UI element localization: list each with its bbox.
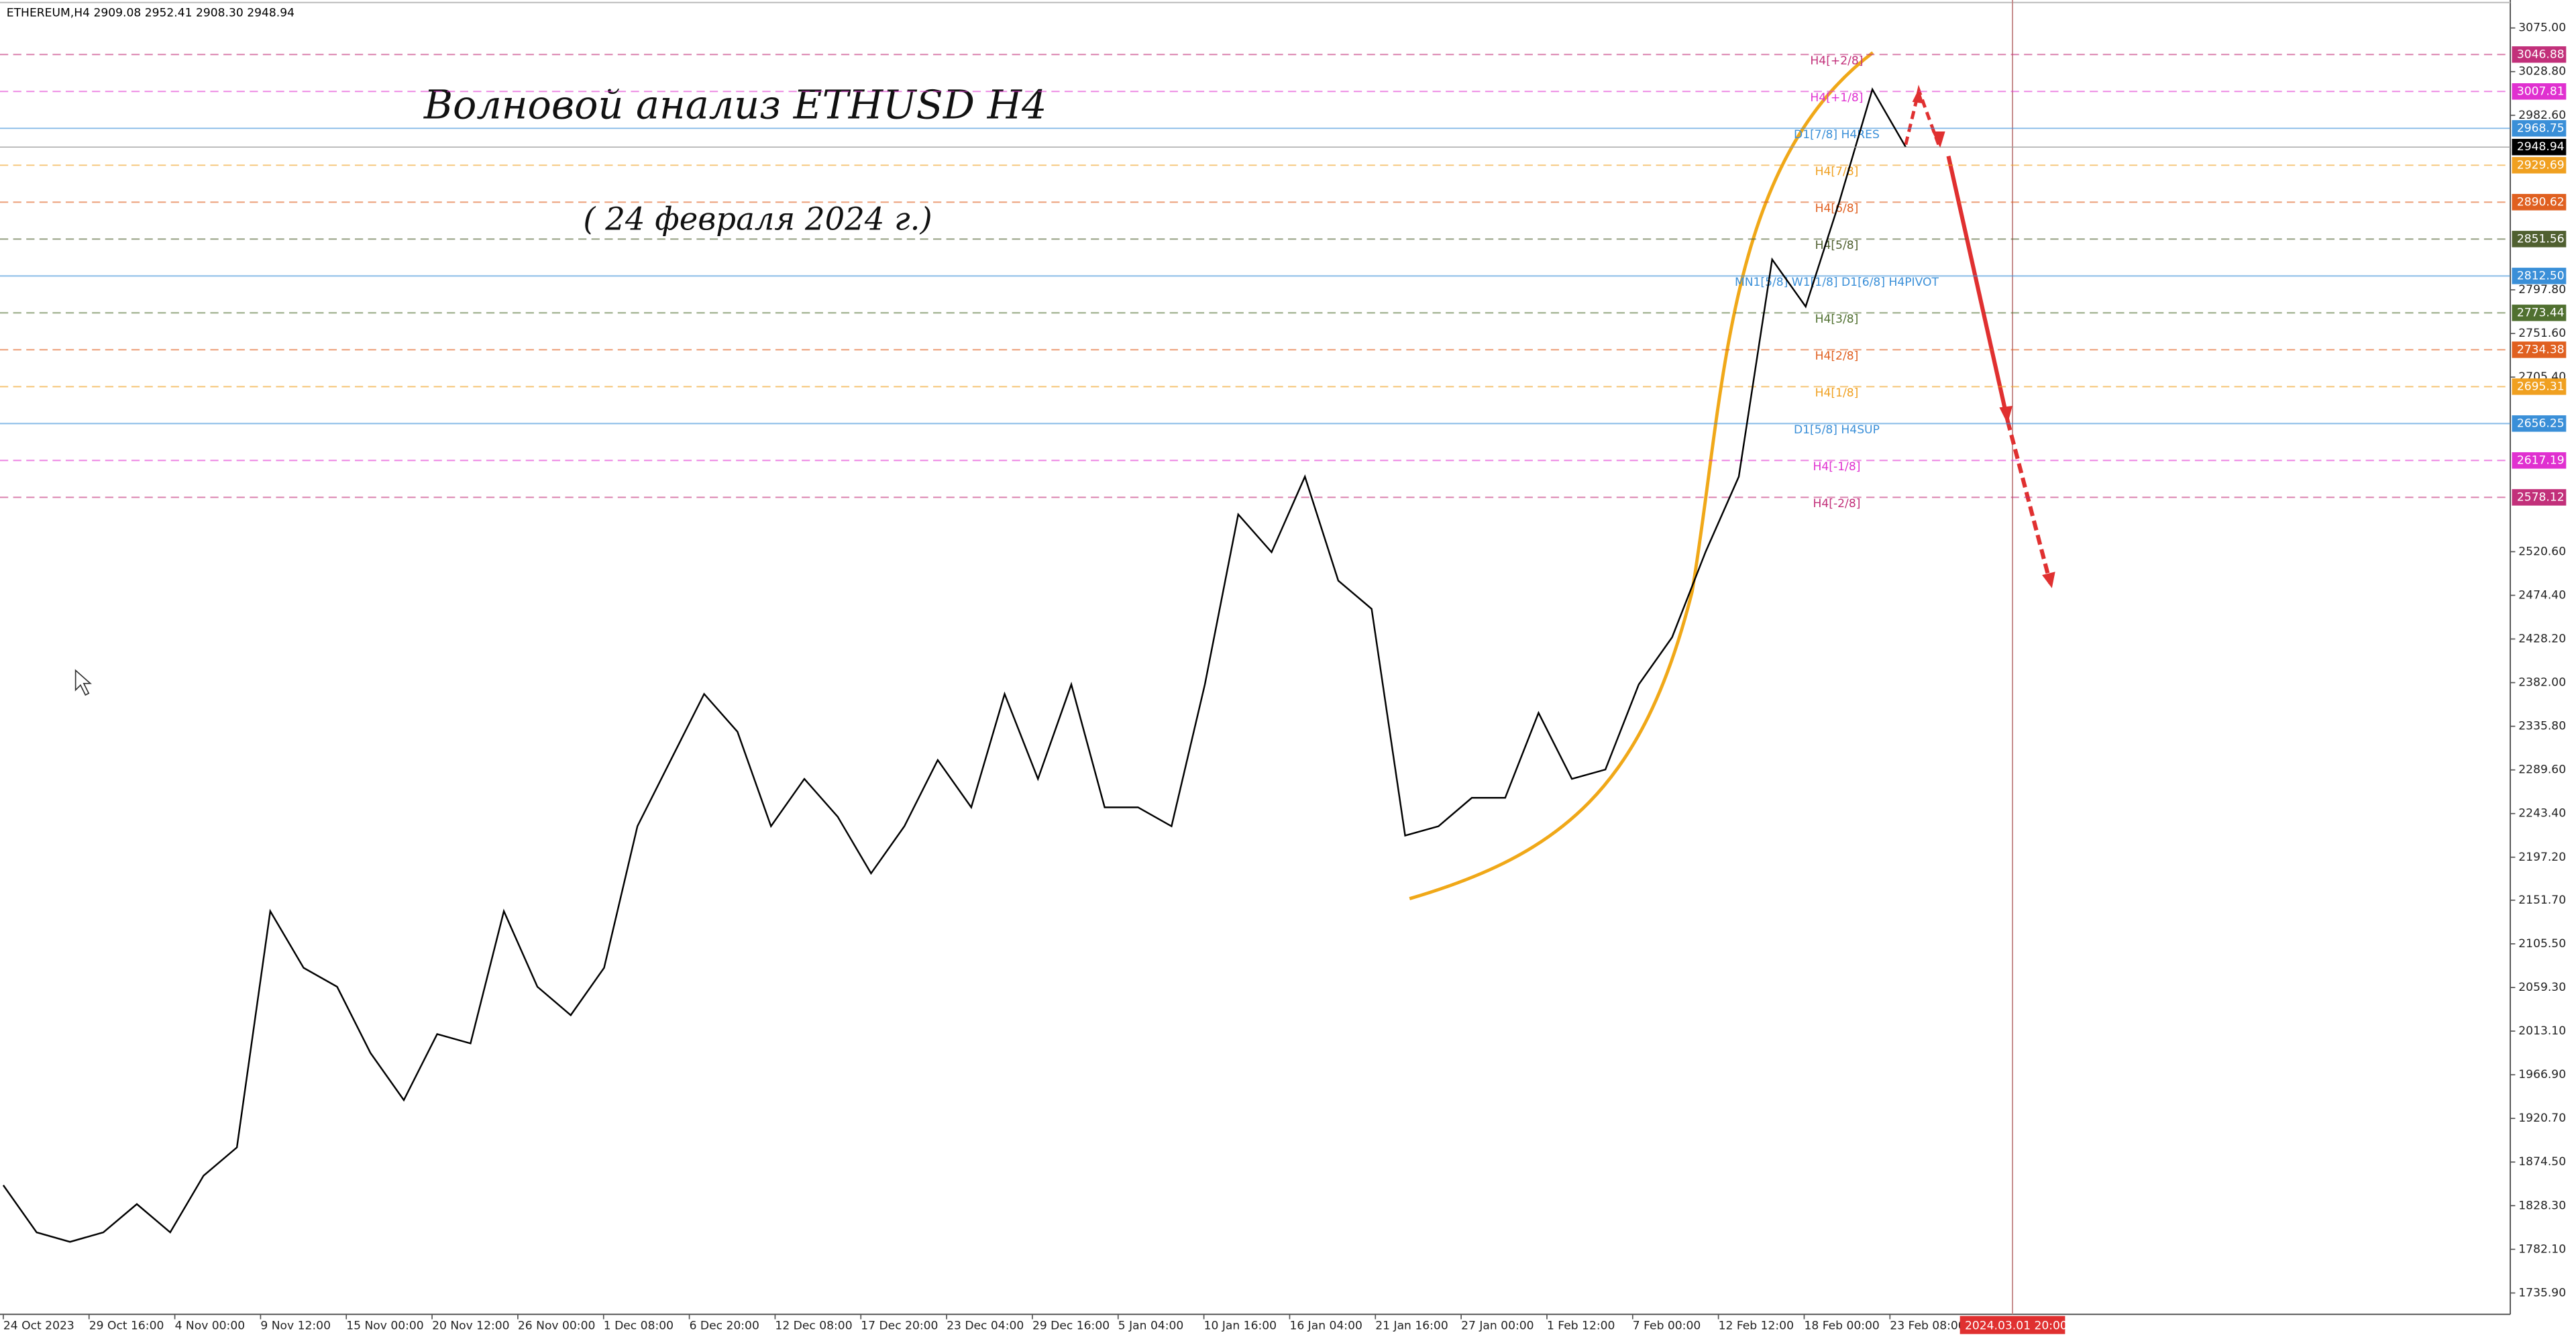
y-tick-label: 3028.80	[2518, 65, 2566, 78]
y-tick-label: 1874.50	[2518, 1155, 2566, 1169]
level-price: 2929.69	[2517, 158, 2565, 172]
level-price: 2968.75	[2517, 121, 2565, 135]
level-price-box	[2512, 452, 2567, 469]
level-price: 2656.25	[2517, 417, 2565, 430]
x-tick-label: 18 Feb 00:00	[1804, 1319, 1879, 1332]
level-price: 2773.44	[2517, 306, 2565, 319]
mouse-cursor	[74, 669, 92, 696]
x-tick-label: 29 Dec 16:00	[1032, 1319, 1110, 1332]
y-tick-label: 3075.00	[2518, 21, 2566, 35]
x-tick-label: 10 Jan 16:00	[1204, 1319, 1277, 1332]
y-tick-label: 2382.00	[2518, 676, 2566, 690]
level-name: D1[5/8] H4SUP	[1794, 423, 1880, 437]
x-tick-label: 1 Dec 08:00	[604, 1319, 674, 1332]
x-tick-label: 15 Nov 00:00	[346, 1319, 423, 1332]
price-line	[2, 87, 1907, 1243]
x-tick-label: 17 Dec 20:00	[861, 1319, 938, 1332]
level-name: H4[1/8]	[1815, 386, 1859, 400]
x-tick-label: 12 Feb 12:00	[1719, 1319, 1794, 1332]
y-tick-label: 1920.70	[2518, 1112, 2566, 1125]
level-price: 2617.19	[2517, 453, 2565, 467]
level-name: D1[7/8] H4RES	[1794, 128, 1880, 142]
level-name: H4[3/8]	[1815, 313, 1859, 326]
x-tick-label: 5 Jan 04:00	[1118, 1319, 1184, 1332]
level-price-box	[2512, 194, 2567, 211]
level-price: 3007.81	[2517, 85, 2565, 98]
level-price-box	[2512, 415, 2567, 432]
level-price-box	[2512, 305, 2567, 321]
x-tick-label: 24 Oct 2023	[3, 1319, 74, 1332]
chart-title: Волновой анализ ETHUSD H4	[423, 82, 1047, 128]
level-price: 2695.31	[2517, 380, 2565, 393]
y-tick-label: 2520.60	[2518, 545, 2566, 558]
cursor-time-box	[1960, 1316, 2065, 1334]
current-price: 2948.94	[2517, 140, 2565, 154]
y-tick-label: 2013.10	[2518, 1024, 2566, 1038]
x-tick-label: 27 Jan 00:00	[1461, 1319, 1534, 1332]
level-price: 2734.38	[2517, 343, 2565, 356]
current-price-box	[2512, 138, 2567, 156]
x-tick-label: 21 Jan 16:00	[1375, 1319, 1448, 1332]
level-name: MN1[5/8] W1[1/8] D1[6/8] H4PIVOT	[1735, 276, 1939, 289]
x-tick-label: 16 Jan 04:00	[1289, 1319, 1362, 1332]
y-tick-label: 1735.90	[2518, 1286, 2566, 1299]
y-tick-label: 2059.30	[2518, 981, 2566, 994]
y-tick-label: 2151.70	[2518, 894, 2566, 907]
level-price: 3046.88	[2517, 48, 2565, 61]
level-price-box	[2512, 268, 2567, 284]
level-name: H4[2/8]	[1815, 350, 1859, 363]
x-tick-label: 23 Dec 04:00	[947, 1319, 1024, 1332]
y-tick-label: 1782.10	[2518, 1242, 2566, 1256]
x-tick-label: 23 Feb 08:00	[1890, 1319, 1965, 1332]
x-tick-label: 26 Nov 00:00	[518, 1319, 595, 1332]
y-tick-label: 1966.90	[2518, 1068, 2566, 1081]
y-tick-label: 2797.80	[2518, 283, 2566, 297]
y-tick-label: 2335.80	[2518, 720, 2566, 733]
level-name: H4[5/8]	[1815, 239, 1859, 252]
wave-curve	[1409, 51, 1874, 900]
header: ETHEREUM,H4 2909.08 2952.41 2908.30 2948…	[7, 7, 294, 20]
level-name: H4[+1/8]	[1810, 91, 1863, 105]
x-tick-label: 29 Oct 16:00	[89, 1319, 164, 1332]
forecast-arrow	[1946, 156, 2010, 421]
y-tick-label: 2289.60	[2518, 763, 2566, 777]
level-price-box	[2512, 489, 2567, 506]
level-name: H4[-2/8]	[1813, 497, 1861, 511]
level-price-box	[2512, 157, 2567, 174]
level-price: 2890.62	[2517, 195, 2565, 209]
level-price-box	[2512, 341, 2567, 358]
cursor-time: 2024.03.01 20:00	[1965, 1319, 2068, 1332]
y-tick-label: 2197.20	[2518, 851, 2566, 864]
y-tick-label: 2982.60	[2518, 109, 2566, 122]
y-tick-label: 1828.30	[2518, 1199, 2566, 1212]
level-name: H4[-1/8]	[1813, 460, 1861, 474]
x-tick-label: 20 Nov 12:00	[432, 1319, 509, 1332]
forecast-arrow	[2005, 420, 2053, 584]
y-tick-label: 2243.40	[2518, 807, 2566, 820]
level-price-box	[2512, 120, 2567, 137]
x-tick-label: 9 Nov 12:00	[260, 1319, 331, 1332]
level-name: H4[+2/8]	[1810, 54, 1863, 68]
chart-subtitle: ( 24 февраля 2024 г.)	[583, 201, 932, 237]
x-tick-label: 1 Feb 12:00	[1547, 1319, 1615, 1332]
y-tick-label: 2428.20	[2518, 633, 2566, 646]
level-price-box	[2512, 231, 2567, 248]
level-name: H4[7/8]	[1815, 165, 1859, 178]
y-tick-label: 2105.50	[2518, 937, 2566, 951]
y-tick-label: 2751.60	[2518, 327, 2566, 340]
y-tick-label: 2474.40	[2518, 588, 2566, 602]
x-tick-label: 12 Dec 08:00	[775, 1319, 852, 1332]
level-price: 2812.50	[2517, 269, 2565, 282]
x-tick-label: 4 Nov 00:00	[175, 1319, 246, 1332]
x-tick-label: 6 Dec 20:00	[690, 1319, 759, 1332]
level-price-box	[2512, 83, 2567, 100]
level-price: 2851.56	[2517, 232, 2565, 246]
level-price: 2578.12	[2517, 490, 2565, 504]
x-tick-label: 7 Feb 00:00	[1633, 1319, 1701, 1332]
level-price-box	[2512, 46, 2567, 63]
level-price-box	[2512, 378, 2567, 395]
